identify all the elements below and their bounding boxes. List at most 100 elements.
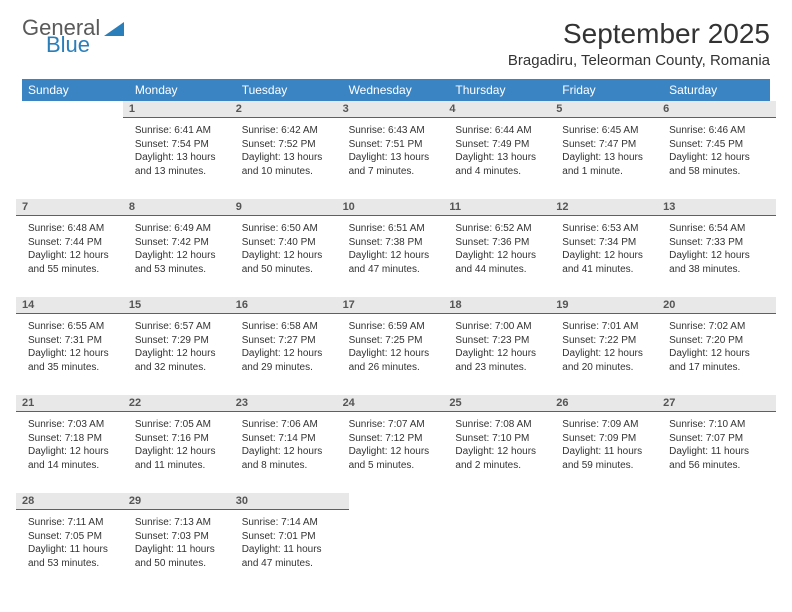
sunrise-text: Sunrise: 6:41 AM [135, 124, 230, 138]
sunset-text: Sunset: 7:40 PM [242, 236, 337, 250]
sunset-text: Sunset: 7:14 PM [242, 432, 337, 446]
day-cell: Sunrise: 6:54 AMSunset: 7:33 PMDaylight:… [663, 219, 770, 297]
sunset-text: Sunset: 7:44 PM [28, 236, 123, 250]
weekday-header: Thursday [449, 79, 556, 101]
day-number: 22 [123, 395, 242, 412]
day-cell [343, 513, 450, 591]
daylight-text: Daylight: 13 hours and 4 minutes. [455, 151, 550, 178]
sunset-text: Sunset: 7:12 PM [349, 432, 444, 446]
day-cell: Sunrise: 7:06 AMSunset: 7:14 PMDaylight:… [236, 415, 343, 493]
week-content-row: Sunrise: 7:03 AMSunset: 7:18 PMDaylight:… [22, 415, 770, 493]
day-number: 6 [657, 101, 776, 118]
weekday-header: Sunday [22, 79, 129, 101]
week-content-row: Sunrise: 6:41 AMSunset: 7:54 PMDaylight:… [22, 121, 770, 199]
sunset-text: Sunset: 7:09 PM [562, 432, 657, 446]
daynum-row: 123456 [22, 101, 770, 121]
sunset-text: Sunset: 7:18 PM [28, 432, 123, 446]
sunset-text: Sunset: 7:20 PM [669, 334, 764, 348]
day-cell: Sunrise: 6:45 AMSunset: 7:47 PMDaylight:… [556, 121, 663, 199]
daylight-text: Daylight: 12 hours and 26 minutes. [349, 347, 444, 374]
daylight-text: Daylight: 11 hours and 53 minutes. [28, 543, 123, 570]
day-number: 17 [337, 297, 456, 314]
day-cell: Sunrise: 7:05 AMSunset: 7:16 PMDaylight:… [129, 415, 236, 493]
day-number: 9 [230, 199, 349, 216]
sunset-text: Sunset: 7:45 PM [669, 138, 764, 152]
sunrise-text: Sunrise: 7:05 AM [135, 418, 230, 432]
daylight-text: Daylight: 12 hours and 41 minutes. [562, 249, 657, 276]
sunrise-text: Sunrise: 7:01 AM [562, 320, 657, 334]
daynum-row: 282930 [22, 493, 770, 513]
sunset-text: Sunset: 7:27 PM [242, 334, 337, 348]
week-content-row: Sunrise: 6:55 AMSunset: 7:31 PMDaylight:… [22, 317, 770, 395]
sunset-text: Sunset: 7:07 PM [669, 432, 764, 446]
daylight-text: Daylight: 13 hours and 10 minutes. [242, 151, 337, 178]
day-number: 1 [123, 101, 242, 118]
sunrise-text: Sunrise: 6:54 AM [669, 222, 764, 236]
daylight-text: Daylight: 11 hours and 47 minutes. [242, 543, 337, 570]
logo-line2: Blue [46, 35, 100, 56]
daylight-text: Daylight: 12 hours and 11 minutes. [135, 445, 230, 472]
daylight-text: Daylight: 12 hours and 32 minutes. [135, 347, 230, 374]
sunrise-text: Sunrise: 6:48 AM [28, 222, 123, 236]
sunrise-text: Sunrise: 6:53 AM [562, 222, 657, 236]
sunset-text: Sunset: 7:36 PM [455, 236, 550, 250]
day-cell: Sunrise: 7:13 AMSunset: 7:03 PMDaylight:… [129, 513, 236, 591]
sunset-text: Sunset: 7:05 PM [28, 530, 123, 544]
day-cell: Sunrise: 6:59 AMSunset: 7:25 PMDaylight:… [343, 317, 450, 395]
sunset-text: Sunset: 7:23 PM [455, 334, 550, 348]
sunset-text: Sunset: 7:01 PM [242, 530, 337, 544]
sunset-text: Sunset: 7:47 PM [562, 138, 657, 152]
sunrise-text: Sunrise: 6:46 AM [669, 124, 764, 138]
day-cell: Sunrise: 7:14 AMSunset: 7:01 PMDaylight:… [236, 513, 343, 591]
sunset-text: Sunset: 7:31 PM [28, 334, 123, 348]
sunset-text: Sunset: 7:42 PM [135, 236, 230, 250]
daylight-text: Daylight: 12 hours and 53 minutes. [135, 249, 230, 276]
day-number: 27 [657, 395, 776, 412]
sunrise-text: Sunrise: 6:51 AM [349, 222, 444, 236]
daylight-text: Daylight: 12 hours and 58 minutes. [669, 151, 764, 178]
daylight-text: Daylight: 12 hours and 50 minutes. [242, 249, 337, 276]
day-cell: Sunrise: 6:55 AMSunset: 7:31 PMDaylight:… [22, 317, 129, 395]
day-number: 30 [230, 493, 349, 510]
sunset-text: Sunset: 7:03 PM [135, 530, 230, 544]
sunset-text: Sunset: 7:10 PM [455, 432, 550, 446]
sunset-text: Sunset: 7:16 PM [135, 432, 230, 446]
day-number: 24 [337, 395, 456, 412]
day-number: 11 [443, 199, 562, 216]
day-cell: Sunrise: 7:08 AMSunset: 7:10 PMDaylight:… [449, 415, 556, 493]
day-number: 5 [550, 101, 669, 118]
weekday-header-row: SundayMondayTuesdayWednesdayThursdayFrid… [22, 79, 770, 101]
day-cell: Sunrise: 7:10 AMSunset: 7:07 PMDaylight:… [663, 415, 770, 493]
sunrise-text: Sunrise: 6:55 AM [28, 320, 123, 334]
day-cell: Sunrise: 7:07 AMSunset: 7:12 PMDaylight:… [343, 415, 450, 493]
sunset-text: Sunset: 7:34 PM [562, 236, 657, 250]
day-cell [22, 121, 129, 199]
weekday-header: Monday [129, 79, 236, 101]
day-number: 8 [123, 199, 242, 216]
daylight-text: Daylight: 12 hours and 20 minutes. [562, 347, 657, 374]
header: General Blue September 2025 Bragadiru, T… [22, 18, 770, 69]
daylight-text: Daylight: 11 hours and 50 minutes. [135, 543, 230, 570]
daylight-text: Daylight: 12 hours and 55 minutes. [28, 249, 123, 276]
daylight-text: Daylight: 12 hours and 47 minutes. [349, 249, 444, 276]
day-cell: Sunrise: 6:53 AMSunset: 7:34 PMDaylight:… [556, 219, 663, 297]
weekday-header: Saturday [663, 79, 770, 101]
day-number: 26 [550, 395, 669, 412]
day-cell: Sunrise: 6:50 AMSunset: 7:40 PMDaylight:… [236, 219, 343, 297]
sunrise-text: Sunrise: 7:00 AM [455, 320, 550, 334]
sunrise-text: Sunrise: 6:44 AM [455, 124, 550, 138]
day-number: 12 [550, 199, 669, 216]
daylight-text: Daylight: 12 hours and 35 minutes. [28, 347, 123, 374]
daylight-text: Daylight: 12 hours and 23 minutes. [455, 347, 550, 374]
sunset-text: Sunset: 7:29 PM [135, 334, 230, 348]
daylight-text: Daylight: 12 hours and 14 minutes. [28, 445, 123, 472]
day-cell: Sunrise: 7:03 AMSunset: 7:18 PMDaylight:… [22, 415, 129, 493]
daylight-text: Daylight: 13 hours and 7 minutes. [349, 151, 444, 178]
sunset-text: Sunset: 7:52 PM [242, 138, 337, 152]
sunrise-text: Sunrise: 6:50 AM [242, 222, 337, 236]
sunrise-text: Sunrise: 7:09 AM [562, 418, 657, 432]
daylight-text: Daylight: 13 hours and 13 minutes. [135, 151, 230, 178]
day-cell: Sunrise: 7:02 AMSunset: 7:20 PMDaylight:… [663, 317, 770, 395]
day-number: 18 [443, 297, 562, 314]
sunset-text: Sunset: 7:54 PM [135, 138, 230, 152]
